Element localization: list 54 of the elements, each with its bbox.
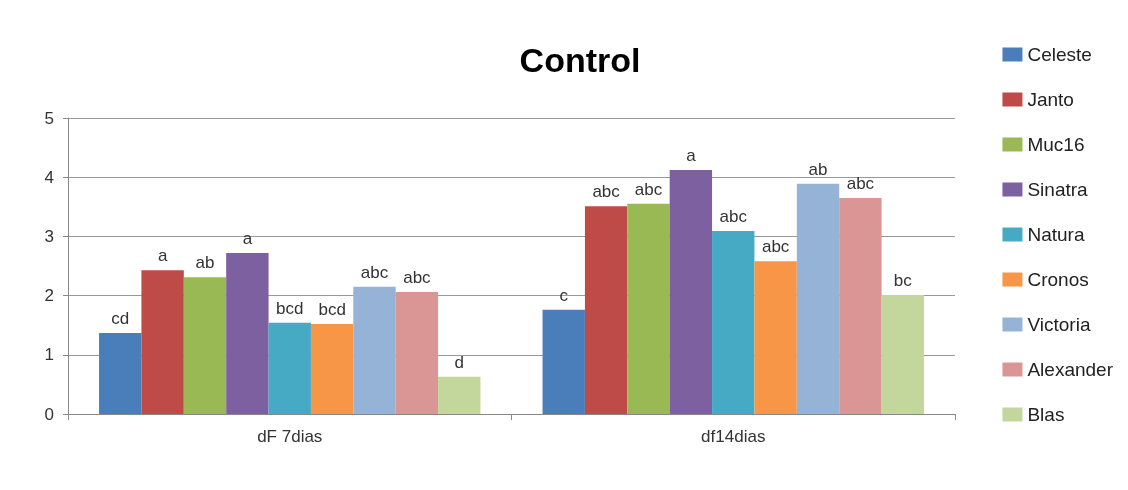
data-label: a xyxy=(686,146,697,166)
bar xyxy=(226,252,269,414)
data-label: ab xyxy=(195,253,215,273)
data-label: abc xyxy=(403,268,432,288)
data-label: bcd xyxy=(318,300,346,320)
data-label: abc xyxy=(634,179,663,199)
data-label: bcd xyxy=(276,298,304,318)
bar xyxy=(310,324,354,414)
data-label: a xyxy=(157,246,168,266)
bar xyxy=(712,231,755,414)
x-tick-label: df14dias xyxy=(701,427,766,446)
data-label: a xyxy=(242,228,253,248)
legend-label: Celeste xyxy=(1027,44,1092,65)
legend-label: Janto xyxy=(1027,89,1074,110)
bar xyxy=(99,332,142,414)
y-tick-label: 3 xyxy=(44,226,54,246)
data-label: abc xyxy=(719,207,748,227)
data-label: abc xyxy=(592,182,621,202)
y-tick-label: 0 xyxy=(44,404,54,424)
data-label: d xyxy=(454,352,464,372)
y-tick-label: 4 xyxy=(44,167,54,187)
bar xyxy=(584,206,628,414)
y-tick-label: 1 xyxy=(44,345,54,365)
legend-label: Muc16 xyxy=(1027,134,1085,155)
bar xyxy=(141,270,184,414)
data-label: abc xyxy=(846,173,875,193)
legend-label: Natura xyxy=(1027,224,1085,245)
bar xyxy=(669,170,713,414)
bar xyxy=(183,277,227,414)
x-tick-label: dF 7dias xyxy=(257,427,323,446)
bar xyxy=(542,309,585,414)
bar xyxy=(395,292,439,414)
bar xyxy=(268,322,311,414)
bar xyxy=(353,286,396,414)
data-label: ab xyxy=(808,159,828,179)
bar xyxy=(796,183,840,414)
chart-title: Control xyxy=(519,41,641,79)
bar xyxy=(627,203,670,414)
legend-label: Victoria xyxy=(1027,314,1091,335)
data-label: cd xyxy=(111,308,130,328)
legend-label: Blas xyxy=(1027,404,1065,425)
data-label: abc xyxy=(360,262,389,282)
legend-label: Alexander xyxy=(1027,359,1114,380)
data-label: bc xyxy=(893,271,913,291)
y-tick-label: 2 xyxy=(44,286,54,306)
bar xyxy=(839,197,882,414)
legend-label: Cronos xyxy=(1027,269,1089,290)
bar xyxy=(438,376,481,414)
bar xyxy=(754,261,797,414)
legend-label: Sinatra xyxy=(1027,179,1089,200)
data-label: c xyxy=(559,285,569,305)
data-label: abc xyxy=(761,237,790,257)
bar xyxy=(881,295,924,414)
y-tick-label: 5 xyxy=(44,108,54,128)
